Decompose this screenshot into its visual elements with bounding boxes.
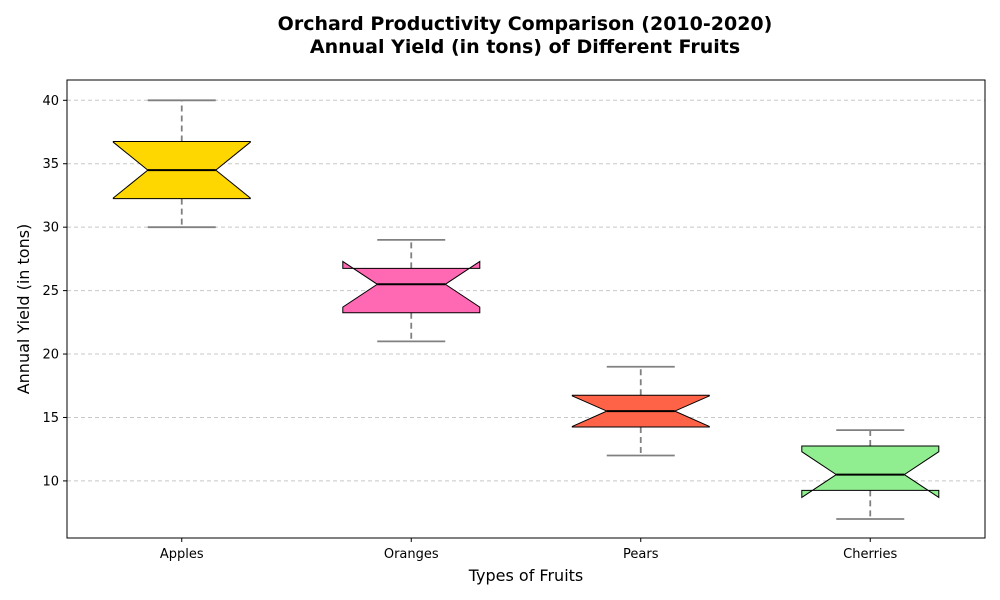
y-tick-label: 20 <box>42 348 59 363</box>
y-tick-label: 30 <box>42 221 59 236</box>
notched-box <box>342 260 481 314</box>
box-oranges <box>342 238 481 343</box>
chart-title-line1: Orchard Productivity Comparison (2010-20… <box>278 13 773 35</box>
y-tick-label: 10 <box>42 474 59 489</box>
box-apples <box>112 99 251 229</box>
x-axis-ticks: Apples Oranges Pears Cherries <box>160 538 898 562</box>
chart-title-line2: Annual Yield (in tons) of Different Frui… <box>310 36 740 58</box>
notched-box <box>801 445 940 499</box>
y-axis-label: Annual Yield (in tons) <box>14 224 33 395</box>
boxes <box>112 99 940 520</box>
box-cherries <box>801 429 940 520</box>
x-axis-label: Types of Fruits <box>468 566 584 585</box>
box-pears <box>571 365 710 457</box>
y-tick-label: 40 <box>42 94 59 109</box>
y-tick-label: 15 <box>42 411 59 426</box>
x-tick-label: Cherries <box>843 547 897 562</box>
x-tick-label: Oranges <box>384 547 439 562</box>
y-axis-ticks: 10 15 20 25 30 35 40 <box>42 94 67 489</box>
grid-lines <box>67 99 985 482</box>
y-tick-label: 35 <box>42 157 59 172</box>
x-tick-label: Apples <box>160 547 204 562</box>
y-tick-label: 25 <box>42 284 59 299</box>
plot-area-frame <box>66 79 986 539</box>
x-tick-label: Pears <box>623 547 659 562</box>
